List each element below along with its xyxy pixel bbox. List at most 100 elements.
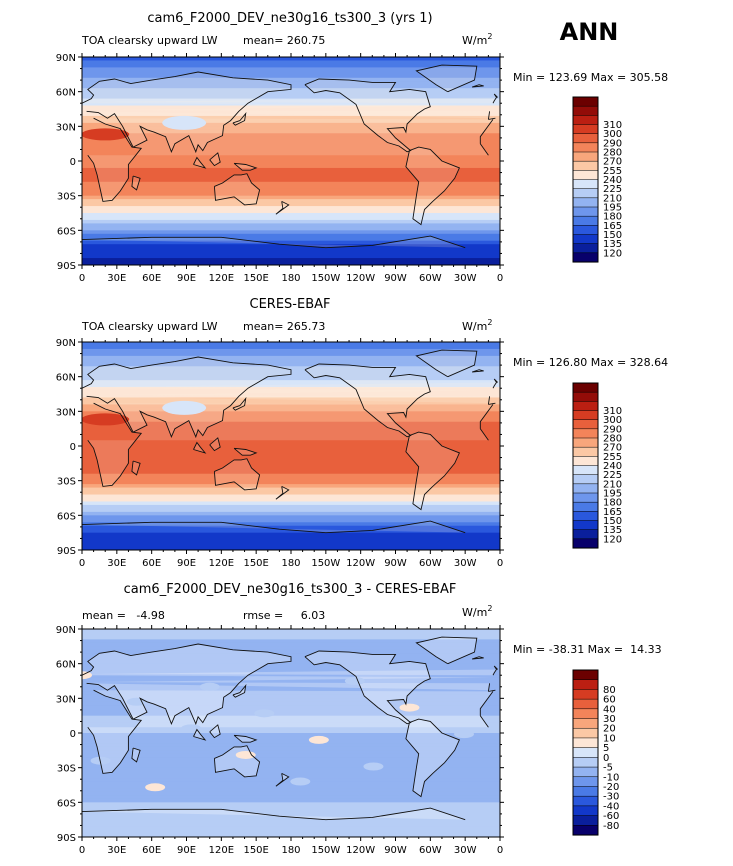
colorbar-label: 270 [603,157,622,168]
colorbar-box [572,215,599,226]
coastline [82,356,496,439]
colorbar-box [572,401,599,412]
x-tick-label: 90W [384,273,407,284]
coastline [209,724,221,739]
colorbar-box [572,538,599,549]
colorbar-frame [572,382,599,549]
land-shade [83,665,498,676]
field-band [82,705,500,710]
field-band [82,230,500,235]
colorbar-box [572,757,599,768]
field-band [82,362,500,367]
field-band [82,383,500,388]
field-band [82,254,500,259]
anomaly-patch [254,709,275,718]
plateau-shade [162,115,207,130]
x-tick-label: 90E [177,273,196,284]
field-band [82,411,500,416]
land-shade [405,432,460,510]
coastline [213,173,261,206]
y-tick-label: 30S [57,764,76,775]
coastline [233,447,258,456]
y-tick-label: 60N [56,660,76,671]
field-band [82,199,500,204]
field-band [82,687,500,692]
colorbar-label: 240 [603,461,622,472]
colorbar-label: 120 [603,534,622,545]
colorbar-box [572,115,599,126]
panel-difference: cam6_F2000_DEV_ne30g16_ts300_3 - CERES-E… [56,582,662,856]
field-shading [82,57,500,265]
field-band [82,719,500,724]
colorbar-box [572,815,599,826]
x-tick-label: 150E [243,273,268,284]
coastline [82,235,466,265]
colorbar-label: 40 [603,704,616,715]
field-band [82,115,500,120]
coastline [232,112,247,126]
colorbar-box [572,456,599,467]
coastline [471,369,484,373]
colorbar-box [572,252,599,263]
field-band [82,466,500,471]
anomaly-patch [290,777,311,786]
units-label: W/m2 [462,604,492,619]
field-band [82,414,500,419]
panel-title: CERES-EBAF [250,297,331,312]
colorbar-label: 225 [603,470,622,481]
field-band [82,736,500,741]
x-tick-label: 90E [177,845,196,856]
colorbar-box [572,437,599,448]
field-band [82,74,500,79]
field-band [82,522,500,527]
field-band [82,348,500,353]
colorbar-box [572,419,599,430]
colorbar-box [572,382,599,393]
panel-title: cam6_F2000_DEV_ne30g16_ts300_3 - CERES-E… [124,582,457,597]
y-tick-label: 60N [56,373,76,384]
field-band [82,667,500,672]
colorbar-label: 280 [603,434,622,445]
coastline [82,643,496,726]
colorbar-label: -60 [603,811,619,822]
field-band [82,109,500,114]
x-tick-label: 0 [79,845,85,856]
colorbar-box [572,225,599,236]
land-shade [82,521,466,550]
coastline [209,437,221,452]
panel-observations: CERES-EBAF TOA clearsky upward LW mean= … [56,297,668,569]
field-band [82,355,500,360]
colorbar-box [572,520,599,531]
coastline [233,162,258,171]
field-band [82,247,500,252]
land-shade [234,735,257,743]
colorbar-box [572,679,599,690]
x-tick-label: 30E [107,845,126,856]
colorbar-box [572,698,599,710]
field-band [82,63,500,68]
coastline [405,431,461,511]
colorbar-label: 180 [603,212,622,223]
mean-label: mean= 265.73 [243,320,325,333]
x-tick-label: 120E [209,273,234,284]
land-shade [275,486,289,500]
x-tick-label: 0 [497,845,503,856]
y-tick-label: 90S [57,833,76,844]
colorbar-label: 150 [603,230,622,241]
colorbar-box [572,747,599,758]
land-shade [82,644,496,724]
field-band [82,515,500,520]
colorbar-label: 5 [603,743,609,754]
field-band [82,809,500,814]
field-band [82,463,500,468]
map-plot: 0 30E 60E 90E 120E 150E 180 150W 120W 90W 60W 30W 09… [56,625,504,856]
x-tick-label: 30W [454,845,477,856]
y-tick-label: 0 [70,157,76,168]
colorbar-box [572,391,599,402]
anomaly-patch [145,783,166,792]
coastline [471,84,484,88]
field-band [82,712,500,717]
units-label: W/m2 [462,318,492,333]
field-band [82,826,500,831]
